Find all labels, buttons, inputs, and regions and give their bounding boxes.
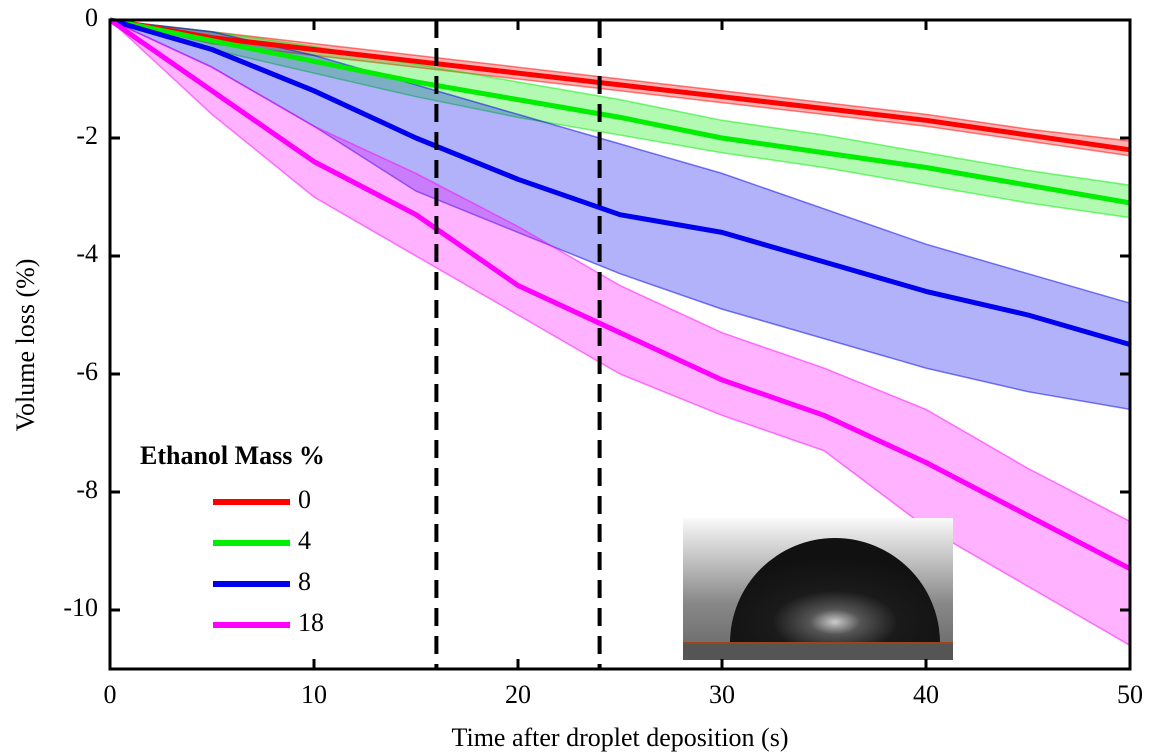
legend-label: 18 bbox=[298, 608, 324, 637]
x-tick-label: 0 bbox=[104, 680, 117, 709]
legend-label: 8 bbox=[298, 567, 311, 596]
y-tick-label: -8 bbox=[76, 475, 98, 504]
plot-area bbox=[108, 17, 1132, 669]
y-tick-label: -10 bbox=[63, 593, 98, 622]
y-tick-label: 0 bbox=[85, 3, 98, 32]
y-tick-label: -6 bbox=[76, 357, 98, 386]
series-line bbox=[109, 17, 1131, 153]
y-tick-label: -4 bbox=[76, 239, 98, 268]
x-tick-label: 20 bbox=[505, 680, 531, 709]
legend-label: 4 bbox=[298, 526, 311, 555]
axes-box bbox=[108, 18, 1132, 671]
series-line bbox=[109, 17, 1131, 347]
droplet bbox=[730, 538, 940, 643]
substrate bbox=[683, 643, 953, 660]
series-line bbox=[108, 17, 1132, 571]
y-tick-label: -2 bbox=[76, 121, 98, 150]
y-axis-label: Volume loss (%) bbox=[11, 259, 40, 432]
legend-title: Ethanol Mass % bbox=[140, 441, 325, 470]
x-tick-label: 50 bbox=[1117, 680, 1143, 709]
x-axis-label: Time after droplet deposition (s) bbox=[452, 723, 789, 752]
x-tick-label: 40 bbox=[913, 680, 939, 709]
inset-image bbox=[683, 518, 953, 660]
series-line bbox=[109, 17, 1131, 206]
legend-label: 0 bbox=[298, 485, 311, 514]
x-tick-label: 30 bbox=[709, 680, 735, 709]
x-tick-label: 10 bbox=[301, 680, 327, 709]
